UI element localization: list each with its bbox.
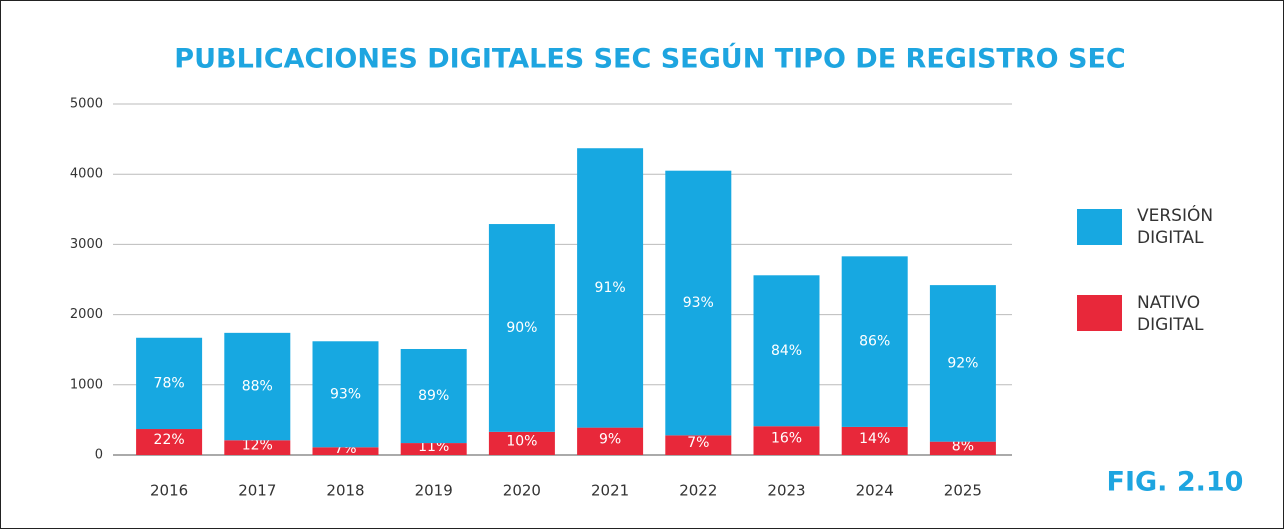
legend-label: VERSIÓN DIGITAL xyxy=(1137,206,1214,248)
bar-segment xyxy=(577,427,644,455)
share-label: 91% xyxy=(595,280,626,296)
x-tick-label: 2023 xyxy=(767,482,805,500)
share-label: 89% xyxy=(418,388,449,404)
bar-segment xyxy=(136,337,203,430)
share-label: 84% xyxy=(771,343,802,359)
bar-segment xyxy=(753,275,820,427)
y-tick-label: 1000 xyxy=(70,377,103,392)
share-label: 7% xyxy=(687,435,709,451)
share-label: 10% xyxy=(506,433,537,449)
bar-segment xyxy=(136,429,203,455)
bar-segment xyxy=(753,426,820,455)
legend-swatch xyxy=(1077,295,1122,331)
share-label: 92% xyxy=(947,355,978,371)
share-label: 12% xyxy=(242,438,273,454)
bar-segment xyxy=(224,332,291,441)
share-label: 86% xyxy=(859,334,890,350)
x-tick-label: 2016 xyxy=(150,482,188,500)
x-tick-label: 2018 xyxy=(326,482,364,500)
bar-segment xyxy=(577,148,644,428)
x-tick-label: 2017 xyxy=(238,482,276,500)
chart-title: PUBLICACIONES DIGITALES SEC SEGÚN TIPO D… xyxy=(174,43,1125,75)
x-tick-label: 2019 xyxy=(415,482,453,500)
bar-segment xyxy=(400,443,467,455)
figure-label: FIG. 2.10 xyxy=(1107,467,1244,498)
share-label: 78% xyxy=(154,375,185,391)
bar-segment xyxy=(488,431,555,455)
share-label: 93% xyxy=(330,386,361,402)
bar-segment xyxy=(488,224,555,432)
bar-segment xyxy=(224,440,291,455)
bar-segment xyxy=(665,170,732,436)
share-label: 9% xyxy=(599,431,621,447)
y-tick-label: 4000 xyxy=(70,167,103,182)
bar-segment xyxy=(312,447,379,455)
bar-segment xyxy=(929,441,996,455)
share-label: 14% xyxy=(859,431,890,447)
y-tick-label: 0 xyxy=(95,448,103,463)
x-tick-label: 2024 xyxy=(856,482,894,500)
share-label: 93% xyxy=(683,295,714,311)
x-tick-label: 2022 xyxy=(679,482,717,500)
y-tick-label: 3000 xyxy=(70,237,103,252)
share-label: 22% xyxy=(154,432,185,448)
legend-swatch xyxy=(1077,209,1122,245)
bar-segment xyxy=(841,256,908,427)
bar-segment xyxy=(929,285,996,442)
x-tick-label: 2021 xyxy=(591,482,629,500)
share-label: 88% xyxy=(242,379,273,395)
legend-label: NATIVO DIGITAL xyxy=(1137,293,1204,335)
y-tick-label: 2000 xyxy=(70,307,103,322)
bar-segment xyxy=(841,426,908,455)
x-tick-label: 2025 xyxy=(944,482,982,500)
bar-segment xyxy=(665,435,732,455)
x-tick-label: 2020 xyxy=(503,482,541,500)
share-label: 8% xyxy=(952,438,974,454)
bar-segment xyxy=(400,348,467,444)
y-tick-label: 5000 xyxy=(70,97,103,112)
bar-segment xyxy=(312,341,379,448)
share-label: 90% xyxy=(506,320,537,336)
share-label: 16% xyxy=(771,431,802,447)
